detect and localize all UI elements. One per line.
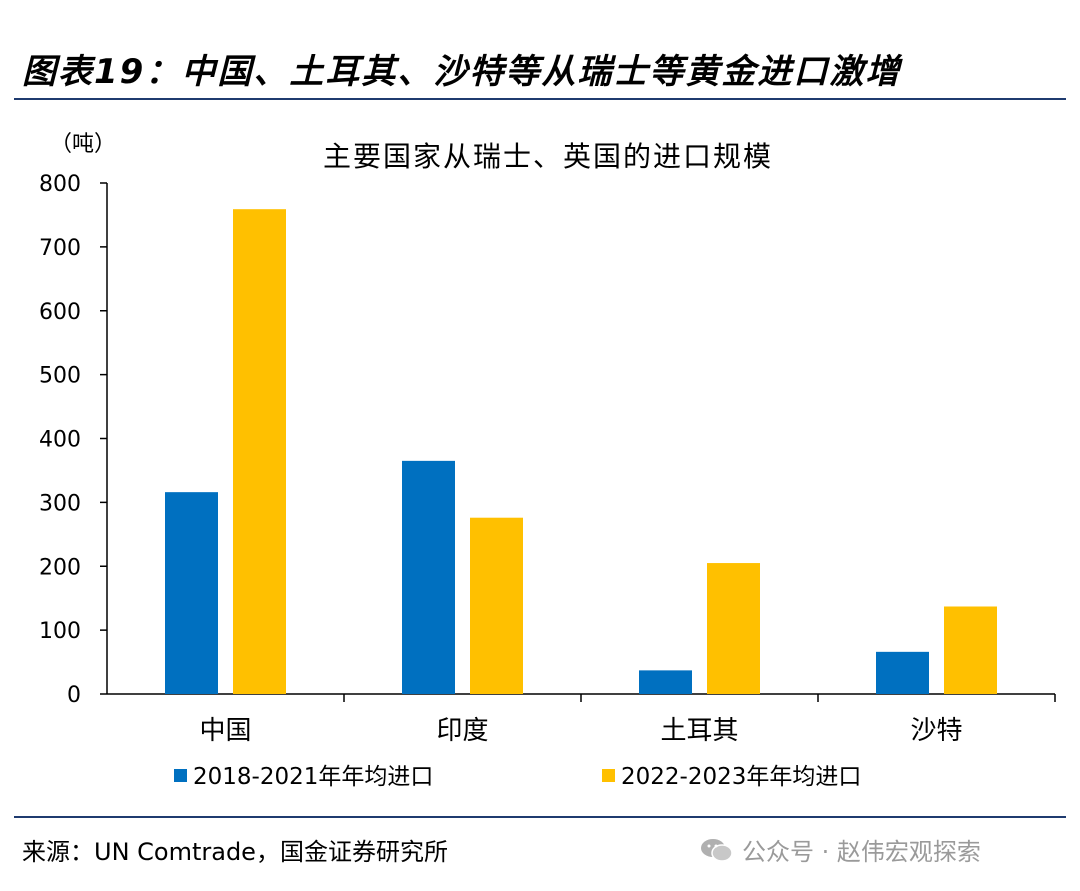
x-tick-label: 土耳其 xyxy=(660,716,738,746)
legend-swatch-1 xyxy=(174,769,187,782)
x-tick-label: 印度 xyxy=(436,716,488,746)
watermark-text: 公众号 · 赵伟宏观探索 xyxy=(742,838,981,866)
y-tick-label: 500 xyxy=(39,364,81,389)
source-divider xyxy=(14,816,1066,818)
bar-1-土耳其 xyxy=(639,670,692,694)
bar-2-印度 xyxy=(470,517,523,694)
wechat-icon xyxy=(701,838,733,862)
chart-title: 主要国家从瑞士、英国的进口规模 xyxy=(323,140,773,173)
x-tick-label: 中国 xyxy=(199,716,251,746)
y-tick-label: 700 xyxy=(39,236,81,261)
source-note: 来源：UN Comtrade，国金证券研究所 xyxy=(22,838,448,866)
y-tick-label: 200 xyxy=(39,555,81,580)
title-divider xyxy=(14,98,1066,100)
legend-label-1: 2018-2021年年均进口 xyxy=(193,764,433,790)
y-axis-label: （吨） xyxy=(50,132,116,157)
figure-title: 图表19：中国、土耳其、沙特等从瑞士等黄金进口激增 xyxy=(22,52,902,92)
bar-2-沙特 xyxy=(944,606,997,694)
y-tick-label: 800 xyxy=(39,172,81,197)
y-tick-label: 600 xyxy=(39,300,81,325)
legend-label-2: 2022-2023年年均进口 xyxy=(621,764,861,790)
y-tick-label: 400 xyxy=(39,428,81,453)
y-tick-label: 100 xyxy=(39,619,81,644)
bar-1-沙特 xyxy=(876,651,929,694)
x-tick-label: 沙特 xyxy=(910,716,962,746)
bar-1-中国 xyxy=(165,492,218,694)
y-tick-label: 0 xyxy=(67,683,81,708)
y-tick-label: 300 xyxy=(39,491,81,516)
legend-swatch-2 xyxy=(602,769,615,782)
watermark: 公众号 · 赵伟宏观探索 xyxy=(700,832,981,867)
bar-2-土耳其 xyxy=(707,563,760,694)
bar-1-印度 xyxy=(402,460,455,694)
bar-2-中国 xyxy=(233,209,286,694)
bar-chart: 主要国家从瑞士、英国的进口规模 （吨） 0 100 200 300 400 500 600 700… xyxy=(39,132,1056,790)
